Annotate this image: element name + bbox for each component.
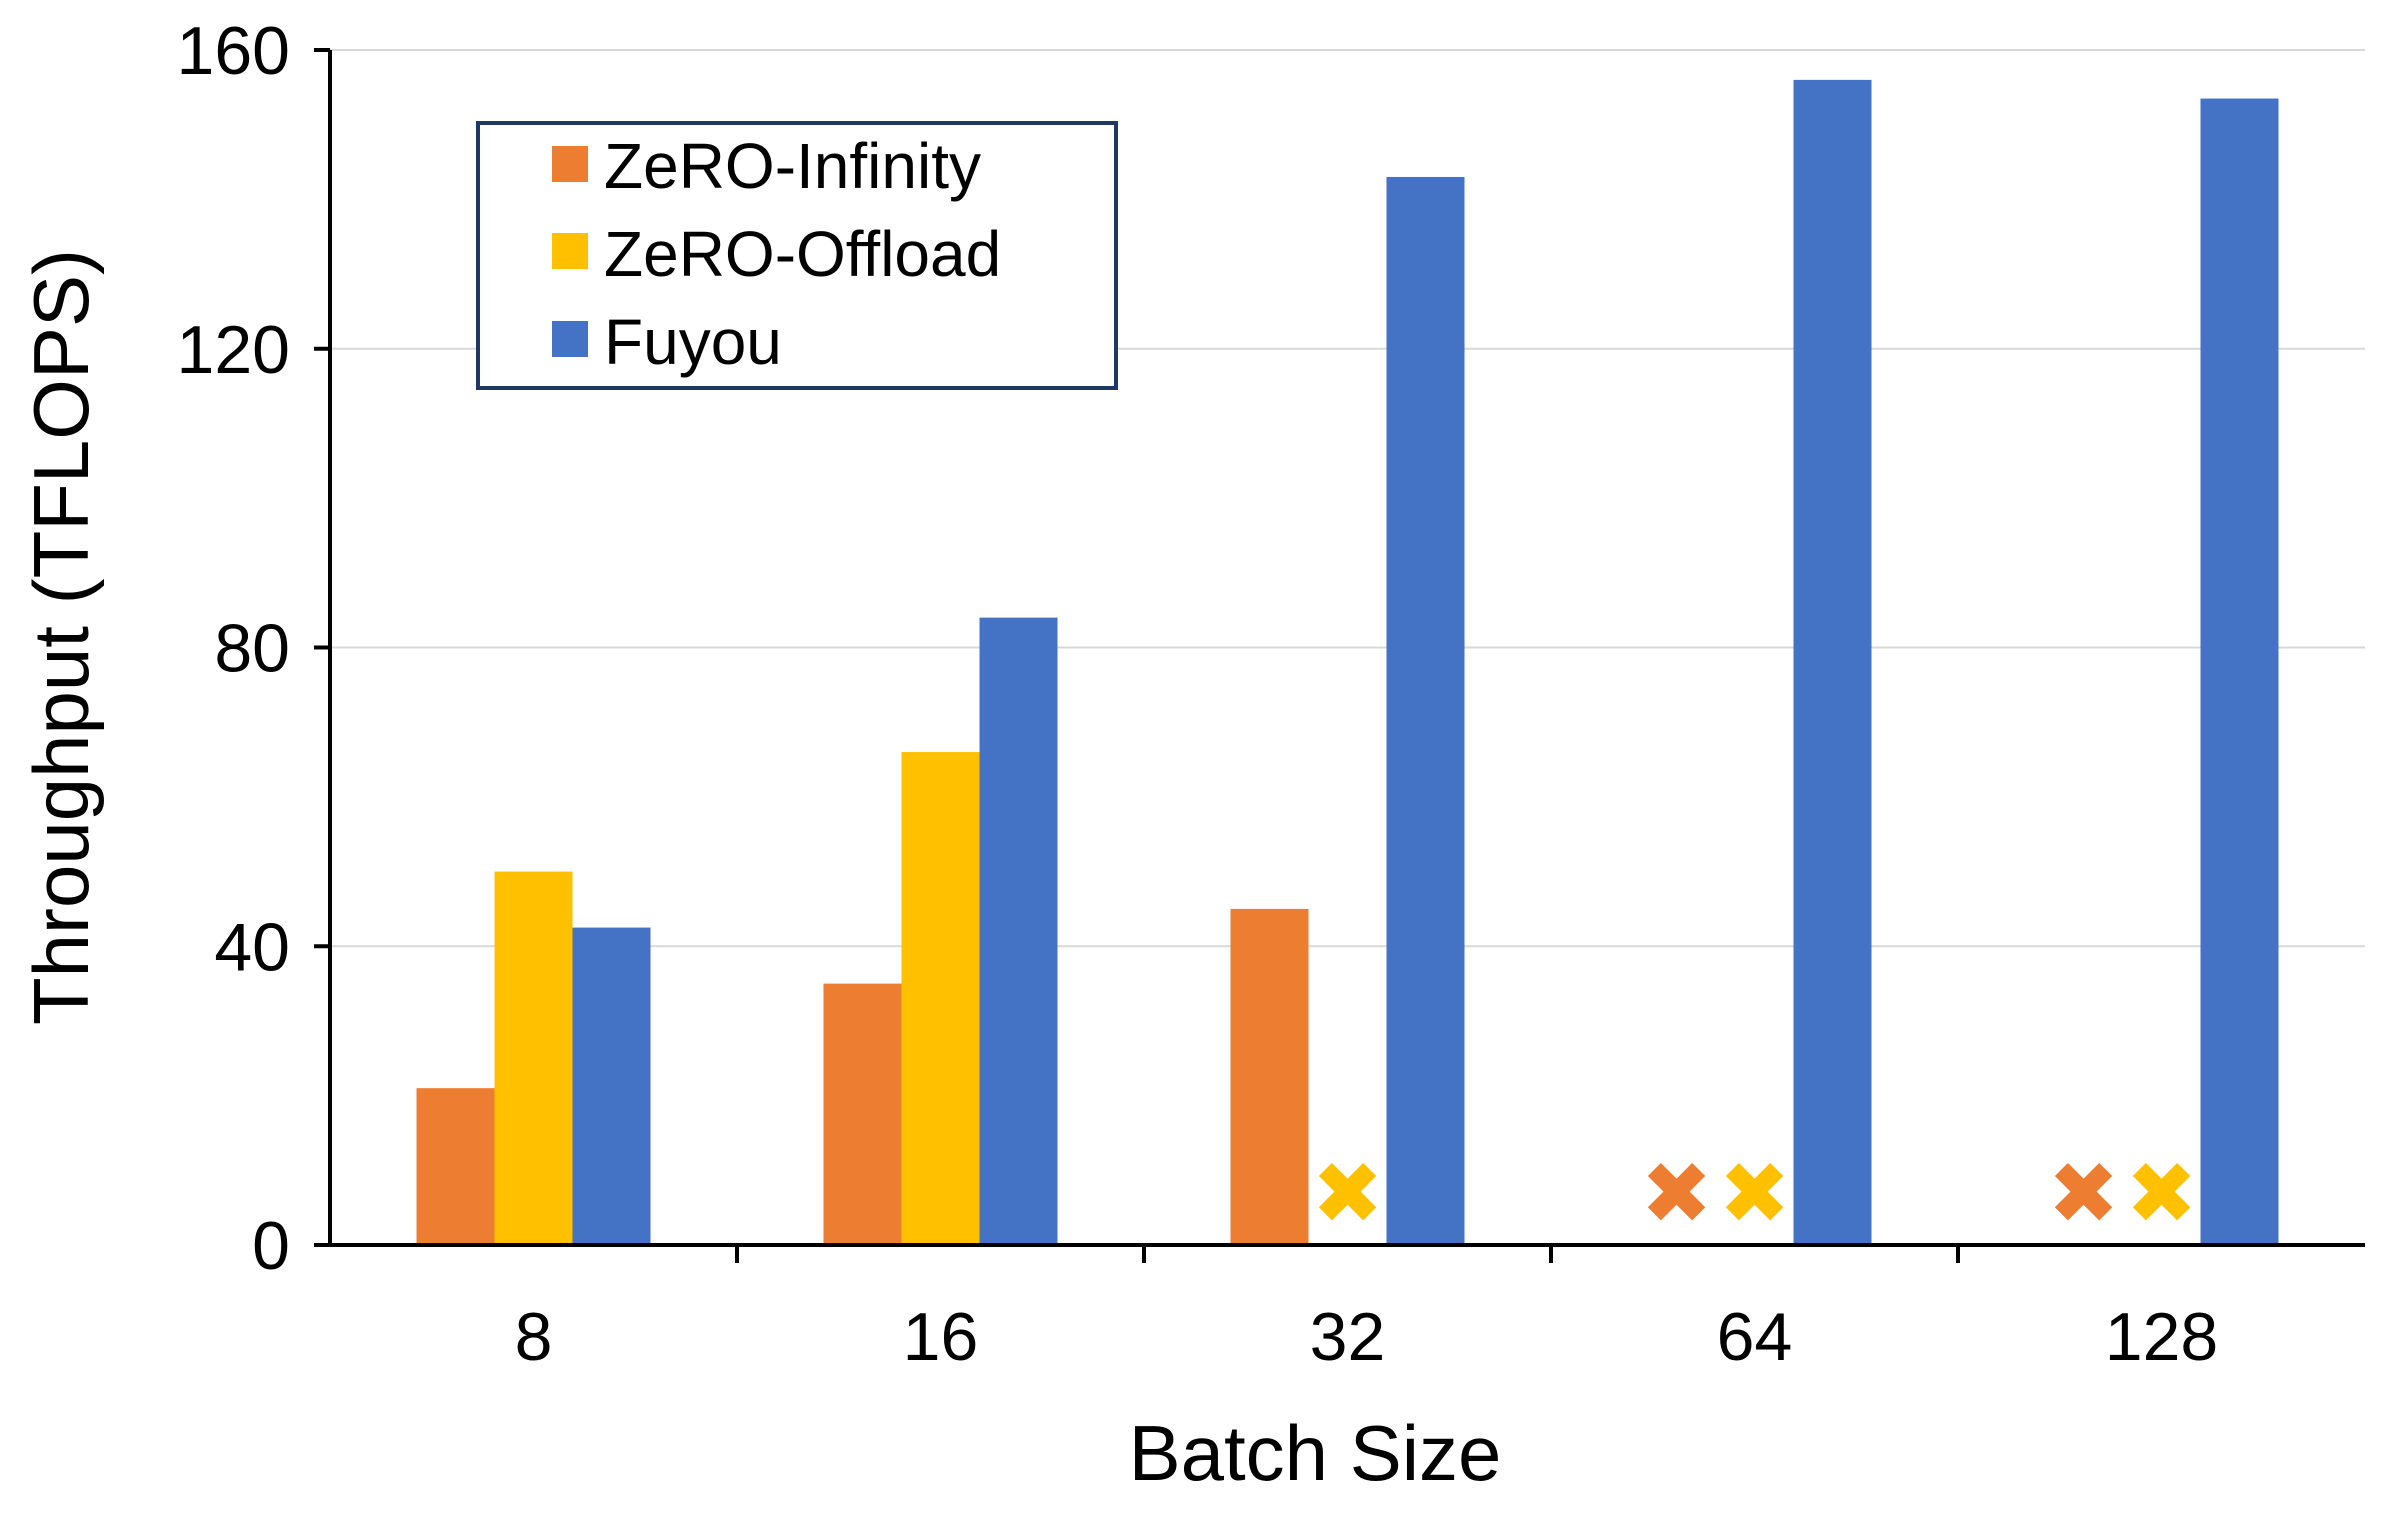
legend-label-zero-infinity: ZeRO-Infinity [604,130,981,202]
bar-fuyou-64 [1793,79,1872,1245]
failed-marker-zero-infinity-128: ✖ [2047,1144,2119,1244]
bar-zero-offload-16 [901,752,980,1245]
y-axis-title: Throughput (TFLOPS) [17,249,105,1025]
bar-fuyou-32 [1386,176,1465,1245]
failed-marker-zero-offload-64: ✖ [1718,1144,1790,1244]
failed-marker-zero-offload-32: ✖ [1311,1144,1383,1244]
bar-fuyou-128 [2200,98,2279,1245]
y-tick-label: 160 [177,13,290,89]
x-axis-title: Batch Size [1129,1409,1502,1497]
bars [416,79,2279,1245]
bar-zero-infinity-8 [416,1088,495,1245]
bar-zero-offload-8 [494,871,573,1245]
tick-labels: 0 40 80 120 160 8 16 32 64 128 [177,13,2219,1375]
bar-zero-infinity-32 [1230,908,1309,1245]
x-tick-label: 16 [903,1299,979,1375]
y-tick-label: 40 [214,909,290,985]
legend-swatch-zero-infinity [552,146,588,182]
legend-label-zero-offload: ZeRO-Offload [604,218,1001,290]
x-tick-label: 8 [515,1299,553,1375]
failed-marker-zero-infinity-64: ✖ [1640,1144,1712,1244]
failed-markers: ✖ ✖ ✖ ✖ ✖ [1311,1144,2197,1244]
bar-fuyou-16 [979,617,1058,1245]
legend-swatch-fuyou [552,321,588,357]
y-tick-label: 80 [214,611,290,687]
legend: ZeRO-Infinity ZeRO-Offload Fuyou [476,121,1118,390]
y-tick-label: 0 [252,1208,290,1284]
bar-zero-infinity-16 [823,983,902,1245]
legend-label-fuyou: Fuyou [604,306,782,378]
bar-fuyou-8 [572,927,651,1245]
axes [314,48,2365,1263]
x-tick-label: 32 [1310,1299,1386,1375]
x-tick-label: 64 [1717,1299,1793,1375]
x-tick-label: 128 [2105,1299,2218,1375]
failed-marker-zero-offload-128: ✖ [2125,1144,2197,1244]
legend-swatch-zero-offload [552,233,588,269]
y-tick-label: 120 [177,312,290,388]
